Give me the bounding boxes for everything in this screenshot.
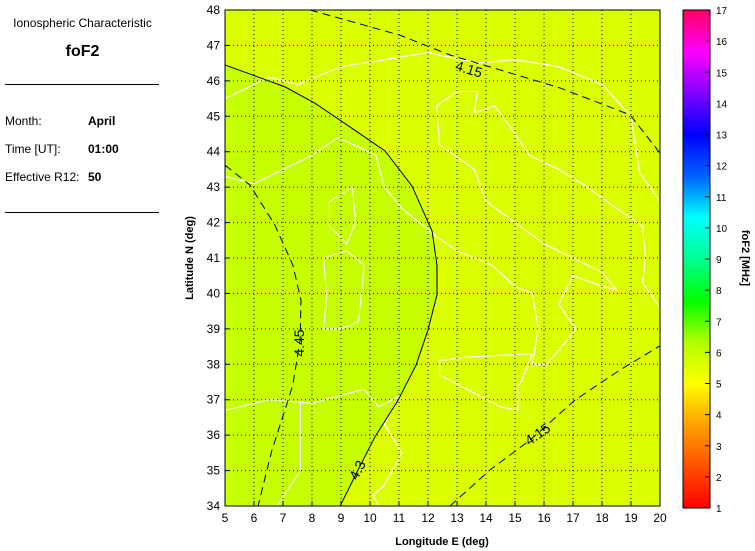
- x-tick-label: 9: [338, 511, 345, 525]
- y-tick-label: 48: [207, 3, 221, 17]
- contour-line-4.15: [449, 345, 660, 506]
- x-tick-label: 14: [479, 511, 493, 525]
- y-tick-label: 46: [207, 74, 221, 88]
- coastline: [276, 403, 301, 506]
- y-tick-label: 35: [207, 464, 221, 478]
- y-tick-label: 41: [207, 251, 221, 265]
- contour-label: 4.3: [346, 457, 369, 482]
- x-tick-label: 15: [508, 511, 522, 525]
- y-tick-label: 43: [207, 180, 221, 194]
- region-above-4-3: [225, 64, 437, 506]
- y-tick-label: 38: [207, 357, 221, 371]
- colorbar-tick-label: 13: [716, 131, 728, 142]
- x-tick-label: 11: [393, 511, 406, 525]
- y-tick-label: 42: [207, 216, 221, 230]
- x-tick-label: 10: [363, 511, 377, 525]
- x-tick-label: 12: [421, 511, 435, 525]
- x-tick-label: 7: [280, 511, 287, 525]
- x-tick-label: 5: [222, 511, 229, 525]
- colorbar-tick-label: 2: [716, 473, 722, 484]
- divider: [5, 212, 159, 213]
- y-tick-label: 40: [207, 286, 221, 300]
- month-label: Month:: [5, 114, 42, 128]
- x-axis-label: Longitude E (deg): [395, 536, 489, 548]
- colorbar-tick-label: 3: [716, 442, 722, 453]
- colorbar-tick-label: 1: [716, 504, 722, 515]
- colorbar-tick-label: 14: [716, 99, 728, 110]
- colorbar-tick-label: 16: [716, 37, 728, 48]
- x-tick-label: 6: [251, 511, 258, 525]
- contour-line-4.45: [225, 164, 302, 506]
- colorbar-tick-label: 15: [716, 68, 728, 79]
- r12-label: Effective R12:: [5, 170, 80, 184]
- colorbar-tick-label: 5: [716, 380, 722, 391]
- r12-value: 50: [88, 170, 102, 184]
- colorbar-tick-label: 12: [716, 162, 728, 173]
- x-tick-label: 20: [653, 511, 667, 525]
- x-tick-label: 13: [450, 511, 464, 525]
- time-value: 01:00: [88, 142, 119, 156]
- month-value: April: [88, 114, 116, 128]
- coastline: [322, 250, 365, 330]
- y-tick-label: 47: [207, 38, 221, 52]
- colorbar-tick-label: 4: [716, 411, 722, 422]
- y-tick-label: 36: [207, 428, 221, 442]
- parameter-title: foF2: [65, 43, 100, 60]
- contour-line-4.3: [225, 64, 438, 506]
- colorbar-tick-label: 7: [716, 317, 722, 328]
- coastline: [225, 388, 403, 506]
- colorbar-tick-label: 11: [716, 193, 727, 204]
- colorbar-tick-label: 17: [716, 6, 728, 17]
- x-tick-label: 17: [566, 511, 580, 525]
- colorbar-tick-label: 9: [716, 255, 722, 266]
- y-axis-label: Latitude N (deg): [184, 216, 196, 300]
- y-tick-label: 39: [207, 322, 221, 336]
- characteristic-label: Ionospheric Characteristic: [13, 16, 152, 30]
- colorbar-label: foF2 [MHz]: [739, 230, 751, 287]
- coastline: [225, 137, 339, 185]
- y-tick-label: 37: [207, 393, 221, 407]
- y-tick-label: 45: [207, 109, 221, 123]
- y-tick-label: 44: [207, 145, 221, 159]
- contour-line-4.15: [309, 10, 660, 154]
- colorbar-tick-label: 6: [716, 348, 722, 359]
- contour-label: 4.15: [454, 57, 485, 80]
- contour-label: 4.45: [291, 329, 307, 356]
- x-tick-label: 8: [309, 511, 316, 525]
- coastline: [328, 186, 357, 245]
- x-tick-label: 16: [537, 511, 551, 525]
- x-tick-label: 19: [624, 511, 638, 525]
- time-label: Time [UT]:: [5, 142, 61, 156]
- x-tick-label: 18: [595, 511, 609, 525]
- colorbar-tick-label: 10: [716, 224, 728, 235]
- y-tick-label: 34: [207, 499, 221, 513]
- divider: [5, 84, 159, 85]
- colorbar-tick-label: 8: [716, 286, 722, 297]
